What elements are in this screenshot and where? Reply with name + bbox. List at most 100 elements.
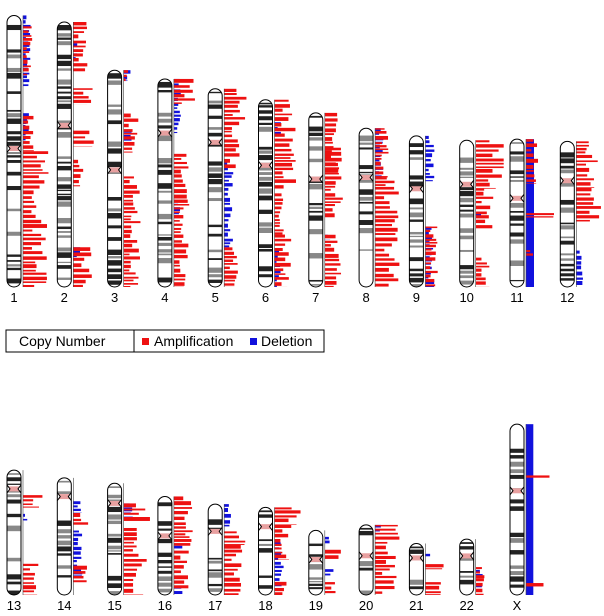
amplification-bar bbox=[475, 179, 489, 182]
amplification-bar bbox=[475, 268, 482, 272]
amplification-bar bbox=[23, 568, 30, 571]
amplification-bar bbox=[23, 30, 29, 33]
amplification-bar bbox=[274, 127, 296, 132]
centromere bbox=[258, 524, 273, 530]
deletion-bar bbox=[23, 137, 26, 141]
centromere bbox=[208, 139, 223, 145]
amplification-bar bbox=[274, 248, 283, 251]
amplification-bar bbox=[324, 240, 338, 243]
amplification-bar bbox=[23, 141, 30, 144]
deletion-bar bbox=[224, 207, 233, 212]
amplification-bar bbox=[375, 128, 385, 130]
amplification-bar bbox=[73, 575, 84, 579]
chromosome-body bbox=[409, 135, 424, 287]
chromosome-outline bbox=[358, 524, 374, 596]
amplification-bar bbox=[475, 571, 480, 574]
amplification-bar bbox=[274, 153, 294, 156]
amplification-bar bbox=[274, 167, 294, 171]
chromosome-outline bbox=[308, 529, 324, 596]
centromere-constriction bbox=[258, 160, 273, 170]
amplification-bar bbox=[324, 272, 342, 275]
amplification-bar bbox=[324, 213, 335, 218]
amplification-bar bbox=[173, 282, 185, 286]
amplification-bar bbox=[324, 201, 341, 203]
deletion-bar bbox=[274, 561, 281, 565]
amplification-bar bbox=[173, 260, 180, 264]
amplification-bar bbox=[375, 206, 390, 209]
deletion-bar bbox=[224, 504, 229, 507]
amplification-bar bbox=[23, 590, 35, 593]
amplification-bar bbox=[324, 276, 337, 280]
centromere-constriction bbox=[6, 484, 22, 494]
amplification-bar bbox=[375, 191, 399, 195]
amplification-bar bbox=[23, 582, 35, 584]
amplification-bar bbox=[73, 168, 84, 172]
amplification-bar bbox=[425, 585, 440, 590]
amplification-bar bbox=[324, 555, 339, 559]
amplification-bar bbox=[274, 179, 296, 183]
amplification-bar bbox=[274, 138, 293, 142]
centromere-constriction bbox=[207, 138, 223, 147]
amplification-bar bbox=[375, 564, 395, 568]
chromosome-bands bbox=[359, 135, 374, 251]
amplification-bar bbox=[73, 22, 87, 26]
deletion-bar bbox=[224, 213, 231, 218]
amplification-bar bbox=[224, 93, 237, 96]
chromosome-outline bbox=[509, 138, 525, 288]
legend-amplification-swatch bbox=[142, 338, 149, 345]
cnv-track-3 bbox=[123, 70, 141, 287]
amplification-bar bbox=[23, 38, 33, 41]
chromosome-13: 13 bbox=[6, 469, 43, 613]
amplification-bar bbox=[375, 568, 390, 571]
amplification-bar bbox=[274, 518, 289, 523]
chromosome-12: 12 bbox=[559, 140, 601, 305]
centromere-constriction bbox=[459, 551, 475, 561]
deletion-bar bbox=[224, 167, 228, 171]
amplification-bar bbox=[173, 254, 188, 259]
amplification-bar bbox=[73, 26, 87, 30]
amplification-bar bbox=[526, 250, 531, 253]
amplification-bar bbox=[173, 243, 189, 248]
amplification-bar bbox=[425, 251, 436, 255]
chromosome-outline bbox=[6, 14, 22, 288]
chromosome-label-10: 10 bbox=[459, 290, 473, 305]
deletion-bar bbox=[224, 245, 230, 248]
amplification-bar bbox=[274, 162, 293, 167]
amplification-bar bbox=[73, 34, 79, 39]
amplification-bar bbox=[73, 257, 85, 261]
chromosome-body bbox=[560, 141, 575, 287]
centromere bbox=[560, 178, 575, 184]
amplification-bar bbox=[123, 559, 147, 562]
centromere bbox=[157, 533, 172, 539]
amplification-bar bbox=[224, 572, 234, 576]
amplification-bar bbox=[274, 206, 282, 210]
amplification-bar bbox=[123, 537, 137, 541]
amplification-bar bbox=[475, 575, 485, 579]
amplification-bar bbox=[123, 215, 132, 218]
centromere bbox=[57, 122, 72, 128]
amplification-bar bbox=[375, 545, 386, 550]
chromosome-outline bbox=[459, 139, 475, 288]
amplification-bar bbox=[23, 151, 49, 155]
amplification-bar bbox=[224, 263, 238, 265]
amplification-bar bbox=[224, 553, 237, 557]
amplification-bar bbox=[73, 40, 86, 44]
amplification-bar bbox=[123, 136, 135, 140]
amplification-bar bbox=[526, 253, 534, 256]
amplification-bar bbox=[375, 161, 381, 166]
amplification-bar bbox=[375, 177, 387, 180]
deletion-bar bbox=[224, 513, 231, 518]
amplification-bar bbox=[274, 117, 289, 121]
chromosome-label-3: 3 bbox=[111, 290, 118, 305]
amplification-bar bbox=[224, 100, 240, 104]
centromere-constriction bbox=[6, 144, 22, 153]
centromere-constriction bbox=[56, 492, 72, 501]
amplification-bar bbox=[375, 196, 385, 200]
centromere bbox=[107, 500, 122, 506]
amplification-bar bbox=[123, 563, 142, 567]
amplification-bar bbox=[425, 262, 432, 265]
deletion-bar bbox=[274, 131, 281, 135]
deletion-bar bbox=[274, 578, 280, 581]
amplification-bar bbox=[324, 268, 337, 271]
